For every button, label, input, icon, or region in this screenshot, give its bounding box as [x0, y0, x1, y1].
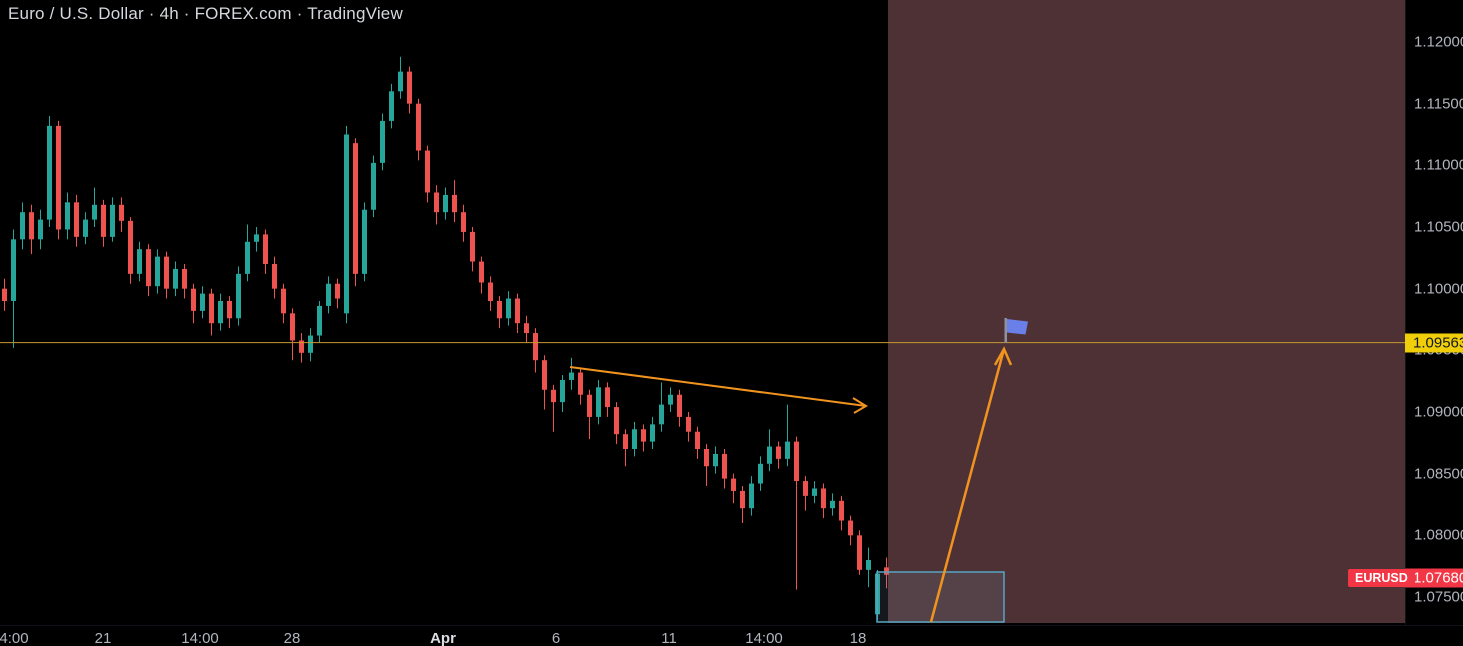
- forecast-shaded-region[interactable]: [888, 0, 1405, 623]
- last-price-label: 1.07680: [1405, 568, 1463, 588]
- horizontal-line-price-value: 1.09563: [1413, 334, 1463, 352]
- price-tick-label: 1.08500: [1414, 465, 1463, 483]
- price-tick-label: 1.11500: [1414, 95, 1463, 113]
- target-box-drawing[interactable]: [876, 571, 1005, 623]
- time-tick-label: 28: [283, 630, 301, 646]
- price-tick-label: 1.12000: [1414, 33, 1463, 51]
- time-tick-label: 14:00: [745, 630, 783, 646]
- time-tick-label: 4:00: [0, 630, 29, 646]
- horizontal-line-price-label[interactable]: 1.09563: [1405, 333, 1463, 353]
- last-price-value: 1.07680: [1413, 569, 1463, 587]
- flag-marker-icon[interactable]: [1004, 318, 1029, 343]
- time-tick-label: 11: [661, 630, 677, 646]
- time-tick-label: 18: [849, 630, 867, 646]
- time-tick-label: 6: [551, 630, 561, 646]
- time-tick-label: Apr: [430, 630, 456, 646]
- symbol-badge-text: EURUSD: [1355, 571, 1408, 586]
- symbol-badge: EURUSD: [1348, 569, 1415, 588]
- time-tick-label: 21: [94, 630, 112, 646]
- price-tick-label: 1.09000: [1414, 403, 1463, 421]
- candlestick-series: [2, 56, 889, 621]
- price-tick-label: 1.10000: [1414, 280, 1463, 298]
- price-tick-label: 1.07500: [1414, 588, 1463, 606]
- price-axis[interactable]: 1.12000 1.11500 1.11000 1.10500 1.10000 1.095…: [1405, 0, 1463, 625]
- price-tick-label: 1.11000: [1414, 156, 1463, 174]
- up-arrow-drawing[interactable]: [929, 346, 1013, 623]
- trend-arrow-drawing[interactable]: [569, 366, 868, 414]
- price-tick-label: 1.10500: [1414, 218, 1463, 236]
- price-tick-label: 1.08000: [1414, 526, 1463, 544]
- time-axis[interactable]: 4:00 21 14:00 28 Apr 6 11 14:00 18: [0, 625, 1463, 646]
- symbol-title[interactable]: Euro / U.S. Dollar · 4h · FOREX.com · Tr…: [8, 4, 403, 23]
- time-tick-label: 14:00: [181, 630, 219, 646]
